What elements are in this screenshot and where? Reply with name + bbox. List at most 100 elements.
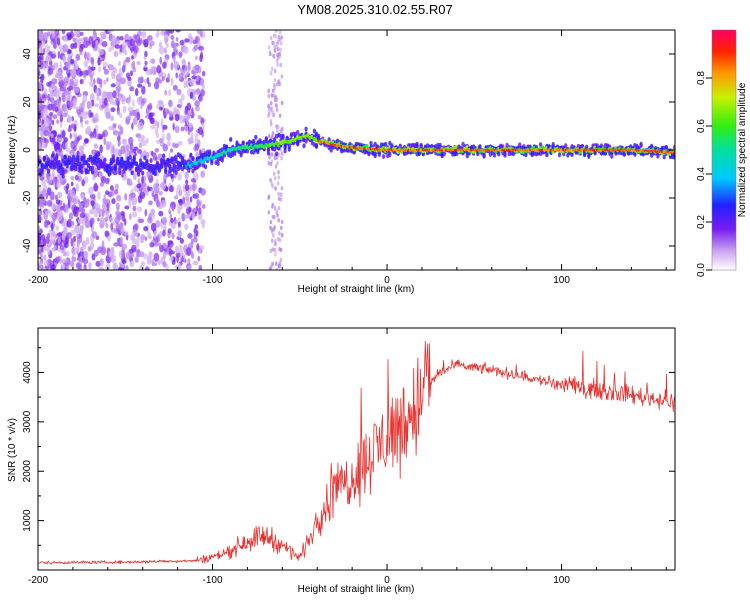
heatmap-cell	[81, 206, 85, 214]
heatmap-cell	[271, 261, 274, 267]
heatmap-cell	[133, 231, 139, 237]
heatmap-cell	[153, 230, 157, 239]
heatmap-cell	[41, 104, 44, 111]
heatmap-cell	[166, 43, 169, 48]
heatmap-cell	[64, 242, 69, 249]
heatmap-cell	[49, 111, 54, 117]
heatmap-cell	[185, 179, 189, 185]
heatmap-cell	[158, 242, 162, 248]
heatmap-cell	[117, 81, 122, 86]
heatmap-cell	[551, 142, 555, 147]
heatmap-cell	[164, 47, 167, 54]
heatmap-cell	[167, 228, 172, 234]
heatmap-cell	[197, 114, 202, 120]
heatmap-cell	[149, 242, 155, 248]
heatmap-cell	[94, 167, 99, 176]
heatmap-cell	[158, 190, 163, 196]
heatmap-cell	[208, 151, 212, 157]
heatmap-cell	[151, 188, 154, 194]
heatmap-cell	[39, 60, 43, 66]
heatmap-cell	[136, 97, 142, 104]
heatmap-cell	[82, 114, 88, 120]
heatmap-cell	[38, 66, 41, 73]
heatmap-cell	[55, 142, 60, 152]
heatmap-cell	[174, 113, 180, 122]
heatmap-cell	[79, 102, 85, 112]
heatmap-cell	[193, 228, 197, 234]
heatmap-cell	[52, 30, 56, 39]
heatmap-cell	[276, 181, 280, 186]
heatmap-cell	[175, 37, 179, 42]
heatmap-cell	[93, 30, 96, 35]
heatmap-cell	[47, 247, 51, 256]
heatmap-cell	[130, 192, 136, 198]
heatmap-cell	[272, 53, 275, 58]
heatmap-cell	[198, 264, 203, 270]
heatmap-cell	[47, 68, 54, 75]
heatmap-cell	[65, 61, 71, 69]
heatmap-cell	[124, 193, 128, 201]
heatmap-cell	[137, 83, 143, 88]
y-tick-label: 3000	[22, 410, 33, 433]
heatmap-cell	[170, 35, 175, 40]
heatmap-cell	[157, 79, 163, 84]
heatmap-cell	[75, 262, 81, 269]
heatmap-cell	[55, 199, 61, 205]
heatmap-cell	[133, 45, 139, 54]
heatmap-cell	[147, 231, 151, 239]
heatmap-cell	[150, 208, 156, 216]
heatmap-cell	[101, 209, 105, 218]
heatmap-cell	[128, 199, 132, 209]
heatmap-cell	[79, 31, 84, 36]
heatmap-cell	[155, 160, 159, 166]
heatmap-cell	[269, 178, 272, 183]
heatmap-cell	[101, 132, 106, 138]
heatmap-cell	[56, 212, 63, 222]
heatmap-cell	[564, 143, 568, 149]
heatmap-cell	[610, 154, 614, 159]
heatmap-cell	[38, 186, 42, 192]
heatmap-cell	[277, 170, 280, 175]
heatmap-cell	[102, 61, 108, 68]
heatmap-cell	[46, 177, 50, 184]
heatmap-cell	[41, 140, 45, 149]
colorbar: 0.0 0.2 0.4 0.6 0.8 Normalized spectral ampl…	[696, 29, 748, 277]
heatmap-cell	[172, 162, 176, 168]
heatmap-cell	[287, 146, 291, 152]
heatmap-cell	[150, 124, 156, 130]
heatmap-cell	[192, 182, 197, 191]
heatmap-cell	[277, 191, 280, 197]
heatmap-cell	[173, 195, 179, 200]
heatmap-cell	[114, 39, 121, 45]
colorbar-tick-label: 0.6	[696, 119, 707, 133]
heatmap-cell	[593, 150, 597, 156]
heatmap-cell	[86, 162, 90, 168]
heatmap-cell	[194, 193, 200, 200]
heatmap-cell	[91, 60, 95, 67]
heatmap-cell	[61, 173, 65, 179]
heatmap-cell	[276, 213, 279, 218]
heatmap-cell	[280, 186, 284, 191]
y-tick-label: 20	[22, 96, 33, 108]
heatmap-cell	[275, 208, 279, 214]
heatmap-cell	[187, 264, 192, 270]
heatmap-cell	[38, 56, 42, 63]
heatmap-cell	[98, 171, 103, 178]
heatmap-cell	[98, 78, 103, 85]
heatmap-cell	[109, 185, 114, 191]
heatmap-cell	[122, 169, 126, 174]
heatmap-cell	[273, 176, 277, 181]
heatmap-cell	[51, 78, 58, 85]
heatmap-cell	[90, 169, 95, 175]
heatmap-cell	[66, 219, 73, 228]
heatmap-cell	[137, 178, 141, 185]
heatmap-cell	[188, 122, 194, 128]
heatmap-cell	[134, 88, 139, 97]
heatmap-cell	[98, 66, 101, 73]
heatmap-cell	[70, 181, 74, 187]
heatmap-cell	[125, 264, 129, 270]
heatmap-cell	[277, 206, 281, 211]
heatmap-cell	[113, 50, 119, 58]
heatmap-cell	[275, 104, 279, 109]
heatmap-cell	[162, 124, 168, 130]
